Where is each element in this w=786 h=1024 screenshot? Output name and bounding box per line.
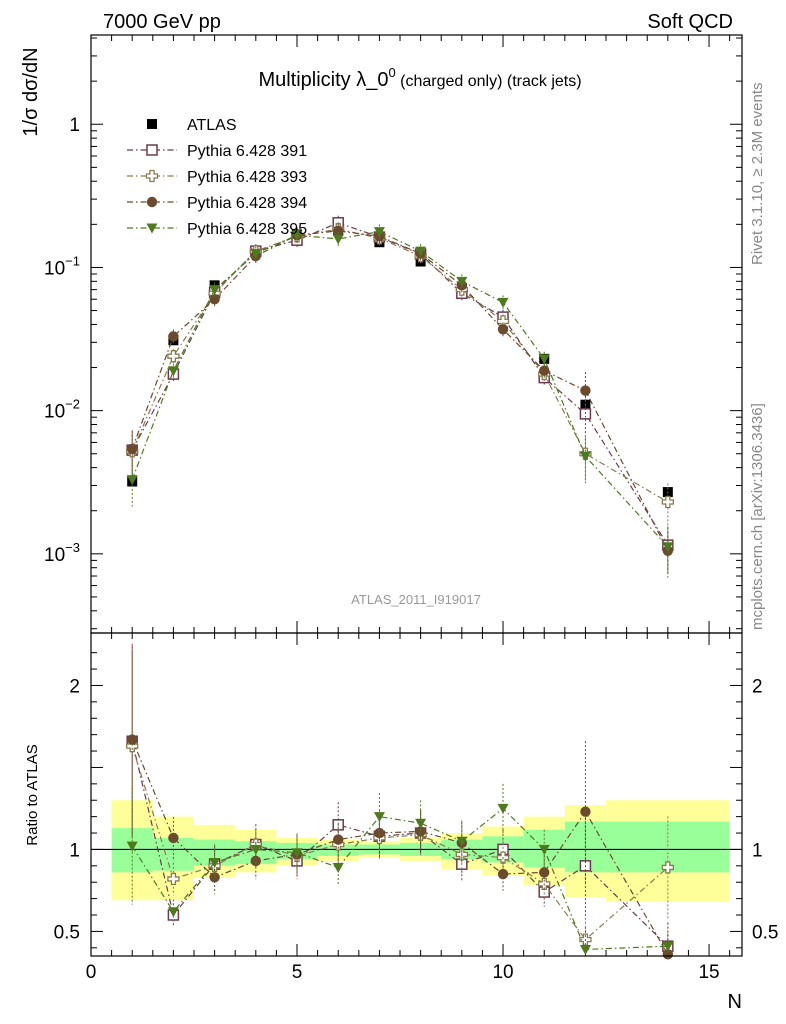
data-point-pythia-6-428-395 [497,803,509,814]
series-line-pythia-6-428-393 [131,228,669,503]
data-point-pythia-6-428-395 [250,844,262,855]
data-point-pythia-6-428-394 [539,365,550,376]
data-point-pythia-6-428-395 [332,862,344,873]
ratio-y-tick-label: 1 [752,840,763,861]
y-tick-label: 10−3 [44,540,80,566]
legend-label-atlas: ATLAS [187,117,237,134]
legend-label-pythia-6-428-393: Pythia 6.428 393 [187,169,307,186]
y-tick-label-exp: −1 [65,253,80,268]
x-tick-label: 15 [698,962,719,983]
data-point-pythia-6-428-394 [209,294,220,305]
data-point-pythia-6-428-395 [126,841,138,852]
data-point-pythia-6-428-395 [167,907,179,918]
legend-marker-pythia-6-428-393 [145,169,159,183]
data-point-pythia-6-428-394 [415,826,426,837]
main-title-tail: (charged only) (track jets) [396,73,582,90]
y-tick-label-base: 10 [44,402,65,423]
legend-label-pythia-6-428-394: Pythia 6.428 394 [187,195,307,212]
data-point-pythia-6-428-395 [332,234,344,245]
legend-marker-atlas [147,119,157,129]
data-point-pythia-6-428-395 [456,276,468,287]
data-point-pythia-6-428-393 [661,495,674,509]
ratio-plot-layer: 0 5 10 15 0.5 0.5 1 1 2 2 [54,633,778,983]
data-point-pythia-6-428-395 [415,246,427,257]
series-line-pythia-6-428-391 [131,222,669,546]
data-point-pythia-6-428-395 [662,542,674,553]
legend-marker-pythia-6-428-391 [146,144,158,156]
analysis-id-label: ATLAS_2011_I919017 [351,592,481,607]
legend-marker-pythia-6-428-395 [146,223,158,234]
data-point-pythia-6-428-394 [127,734,138,745]
data-point-pythia-6-428-395 [579,451,591,462]
legend-marker-pythia-6-428-394 [146,196,158,208]
main-title-text: Multiplicity λ_0 [258,69,388,91]
data-point-pythia-6-428-395 [456,836,468,847]
data-point-pythia-6-428-394 [580,806,591,817]
data-point-pythia-6-428-395 [538,844,550,855]
x-tick-label: 10 [492,962,513,983]
ratio-plot-frame [90,632,743,957]
main-plot-layer: 10−310−210−11 [44,35,742,633]
data-point-pythia-6-428-393 [167,872,180,886]
header-left: 7000 GeV pp [103,11,221,33]
data-point-pythia-6-428-393 [661,861,674,874]
data-point-pythia-6-428-395 [167,366,179,377]
header-right: Soft QCD [647,11,733,33]
y-tick-label: 1 [69,115,80,136]
legend-label-pythia-6-428-395: Pythia 6.428 395 [187,221,307,238]
data-point-pythia-6-428-395 [209,858,221,869]
data-point-pythia-6-428-394 [168,331,179,342]
data-point-pythia-6-428-394 [250,855,262,867]
data-point-pythia-6-428-395 [250,249,262,260]
data-point-pythia-6-428-394 [497,324,509,335]
legend: ATLAS Pythia 6.428 391 Pythia 6.428 393 Pyt… [127,117,307,238]
rivet-version-label: Rivet 3.1.10, ≥ 2.3M events [749,83,766,266]
x-tick-label: 5 [292,962,303,983]
data-point-pythia-6-428-395 [291,848,303,859]
x-axis-label: N [728,991,742,1013]
legend-label-pythia-6-428-391: Pythia 6.428 391 [187,143,307,160]
data-point-pythia-6-428-395 [209,285,221,296]
main-title: Multiplicity λ_00 (charged only) (track … [258,65,581,91]
y-tick-label-exp: −3 [65,540,80,555]
data-point-pythia-6-428-395 [662,941,674,952]
mcplots-label: mcplots.cern.ch [arXiv:1306.3436] [749,403,766,630]
data-point-pythia-6-428-394 [333,225,344,237]
ratio-y-tick-label: 0.5 [752,922,778,943]
data-point-pythia-6-428-394 [333,834,344,845]
data-point-pythia-6-428-394 [662,949,674,960]
y-tick-label-base: 1 [69,115,80,136]
data-point-pythia-6-428-394 [127,443,138,455]
y-tick-label: 10−2 [44,397,80,423]
main-title-sup: 0 [388,65,395,80]
ratio-y-tick-label: 2 [69,676,80,697]
data-point-pythia-6-428-395 [373,227,385,238]
data-point-pythia-6-428-395 [373,812,385,823]
x-tick-label: 0 [86,962,97,983]
data-point-pythia-6-428-394 [539,867,550,878]
main-y-axis-label: 1/σ dσ/dN [20,47,42,136]
ratio-y-tick-label: 1 [69,840,80,861]
y-tick-label-exp: −2 [65,397,80,412]
data-point-pythia-6-428-395 [126,475,138,486]
data-point-pythia-6-428-395 [415,818,427,829]
data-point-pythia-6-428-394 [168,832,179,844]
ratio-y-axis-label: Ratio to ATLAS [24,744,41,845]
data-point-pythia-6-428-394 [580,385,591,396]
y-tick-label: 10−1 [44,253,80,279]
data-point-pythia-6-428-393 [167,350,180,363]
data-point-pythia-6-428-395 [497,297,509,308]
data-point-pythia-6-428-394 [497,868,509,880]
y-tick-label-base: 10 [44,258,65,279]
data-point-pythia-6-428-395 [291,230,303,241]
y-tick-label-base: 10 [44,545,65,566]
ratio-y-tick-label: 0.5 [54,922,80,943]
data-point-pythia-6-428-395 [538,354,550,365]
ratio-y-tick-label: 2 [752,676,763,697]
data-point-pythia-6-428-395 [579,944,591,955]
